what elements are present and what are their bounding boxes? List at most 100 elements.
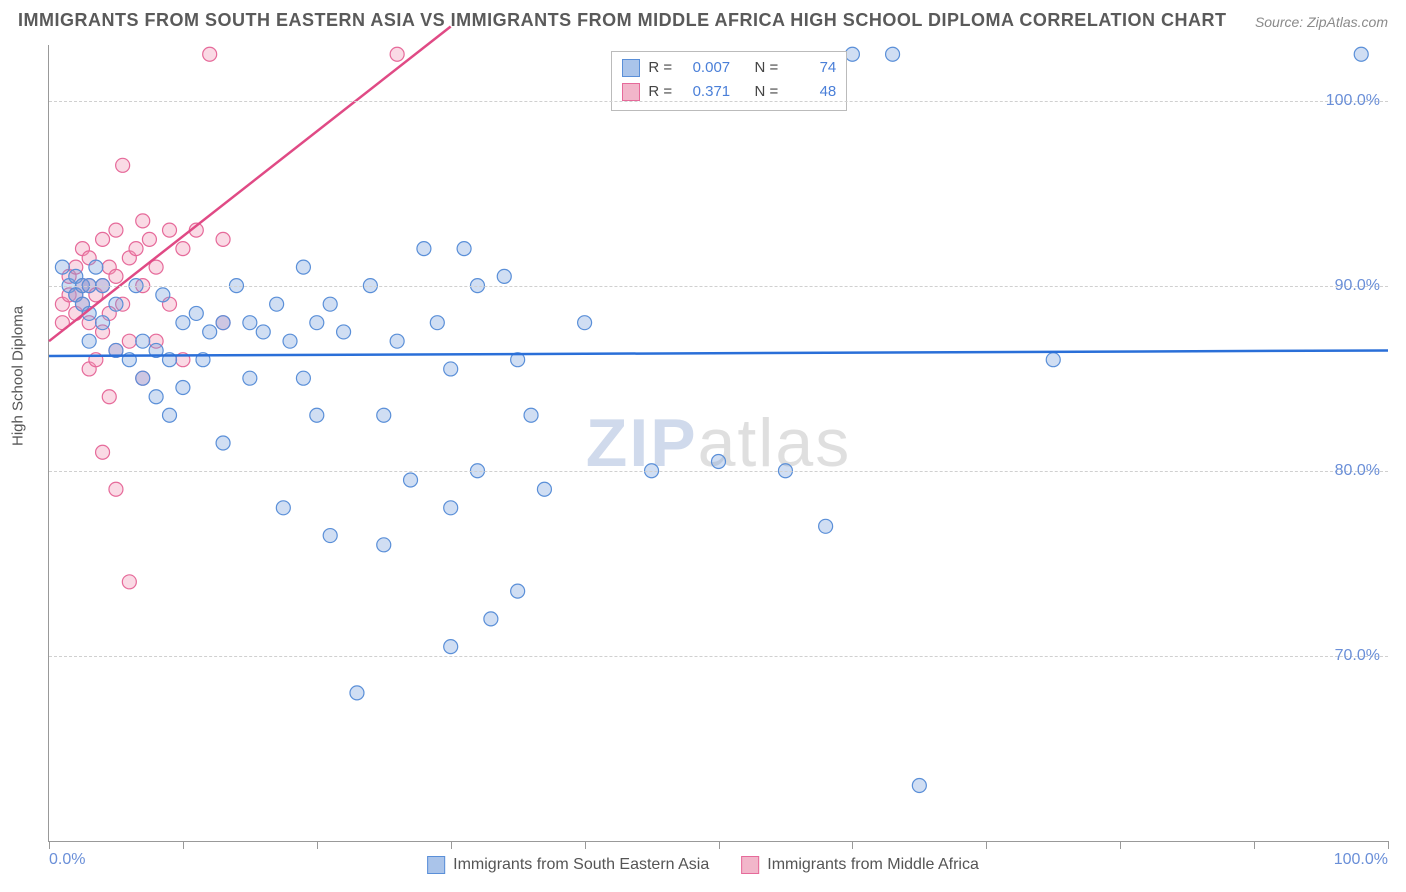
data-point — [323, 297, 337, 311]
gridline-h — [49, 656, 1388, 657]
swatch-series2 — [622, 83, 640, 101]
data-point — [819, 519, 833, 533]
data-point — [109, 297, 123, 311]
data-point — [243, 316, 257, 330]
xtick — [317, 841, 318, 849]
trend-line — [49, 26, 451, 341]
data-point — [417, 242, 431, 256]
data-point — [96, 232, 110, 246]
data-point — [136, 214, 150, 228]
data-point — [404, 473, 418, 487]
ytick-label: 90.0% — [1335, 277, 1380, 295]
stats-legend: R = 0.007 N = 74 R = 0.371 N = 48 — [611, 51, 847, 111]
data-point — [578, 316, 592, 330]
data-point — [886, 47, 900, 61]
xtick — [451, 841, 452, 849]
data-point — [216, 316, 230, 330]
legend-item-series1: Immigrants from South Eastern Asia — [427, 856, 709, 874]
xtick-label: 100.0% — [1334, 851, 1388, 869]
data-point — [156, 288, 170, 302]
data-point — [109, 223, 123, 237]
legend-label-series2: Immigrants from Middle Africa — [767, 856, 979, 874]
data-point — [136, 371, 150, 385]
data-point — [163, 408, 177, 422]
xtick — [585, 841, 586, 849]
data-point — [122, 334, 136, 348]
data-point — [176, 242, 190, 256]
data-point — [350, 686, 364, 700]
data-point — [484, 612, 498, 626]
data-point — [296, 371, 310, 385]
data-point — [176, 380, 190, 394]
data-point — [109, 482, 123, 496]
data-point — [270, 297, 284, 311]
data-point — [189, 306, 203, 320]
xtick — [852, 841, 853, 849]
data-point — [430, 316, 444, 330]
gridline-h — [49, 471, 1388, 472]
data-point — [55, 260, 69, 274]
data-point — [203, 47, 217, 61]
data-point — [149, 390, 163, 404]
data-point — [142, 232, 156, 246]
data-point — [163, 223, 177, 237]
data-point — [390, 334, 404, 348]
data-point — [845, 47, 859, 61]
data-point — [203, 325, 217, 339]
data-point — [457, 242, 471, 256]
data-point — [511, 584, 525, 598]
value-R-series1: 0.007 — [680, 56, 730, 80]
source-label: Source: ZipAtlas.com — [1255, 14, 1388, 30]
data-point — [243, 371, 257, 385]
ytick-label: 80.0% — [1335, 462, 1380, 480]
xtick — [183, 841, 184, 849]
swatch-series1 — [622, 59, 640, 77]
data-point — [497, 269, 511, 283]
data-point — [256, 325, 270, 339]
scatter-svg — [49, 45, 1388, 841]
data-point — [712, 455, 726, 469]
data-point — [337, 325, 351, 339]
data-point — [323, 529, 337, 543]
xtick — [1388, 841, 1389, 849]
stats-row-series1: R = 0.007 N = 74 — [622, 56, 836, 80]
xtick-label: 0.0% — [49, 851, 85, 869]
data-point — [390, 47, 404, 61]
bottom-legend: Immigrants from South Eastern Asia Immig… — [427, 856, 979, 874]
data-point — [912, 778, 926, 792]
label-N: N = — [754, 56, 778, 80]
data-point — [296, 260, 310, 274]
legend-item-series2: Immigrants from Middle Africa — [741, 856, 979, 874]
swatch-series1 — [427, 856, 445, 874]
xtick — [1120, 841, 1121, 849]
data-point — [444, 640, 458, 654]
value-N-series1: 74 — [786, 56, 836, 80]
data-point — [283, 334, 297, 348]
data-point — [276, 501, 290, 515]
data-point — [537, 482, 551, 496]
swatch-series2 — [741, 856, 759, 874]
trend-line — [49, 350, 1388, 356]
data-point — [310, 316, 324, 330]
data-point — [216, 436, 230, 450]
data-point — [310, 408, 324, 422]
data-point — [96, 316, 110, 330]
data-point — [444, 362, 458, 376]
data-point — [444, 501, 458, 515]
data-point — [216, 232, 230, 246]
gridline-h — [49, 101, 1388, 102]
xtick — [1254, 841, 1255, 849]
data-point — [524, 408, 538, 422]
data-point — [89, 260, 103, 274]
data-point — [109, 269, 123, 283]
chart-plot-area: ZIPatlas R = 0.007 N = 74 R = 0.371 N = … — [48, 45, 1388, 842]
y-axis-label: High School Diploma — [10, 306, 27, 446]
data-point — [116, 158, 130, 172]
data-point — [122, 575, 136, 589]
data-point — [377, 408, 391, 422]
label-R: R = — [648, 56, 672, 80]
xtick — [49, 841, 50, 849]
data-point — [82, 334, 96, 348]
data-point — [129, 242, 143, 256]
xtick — [719, 841, 720, 849]
